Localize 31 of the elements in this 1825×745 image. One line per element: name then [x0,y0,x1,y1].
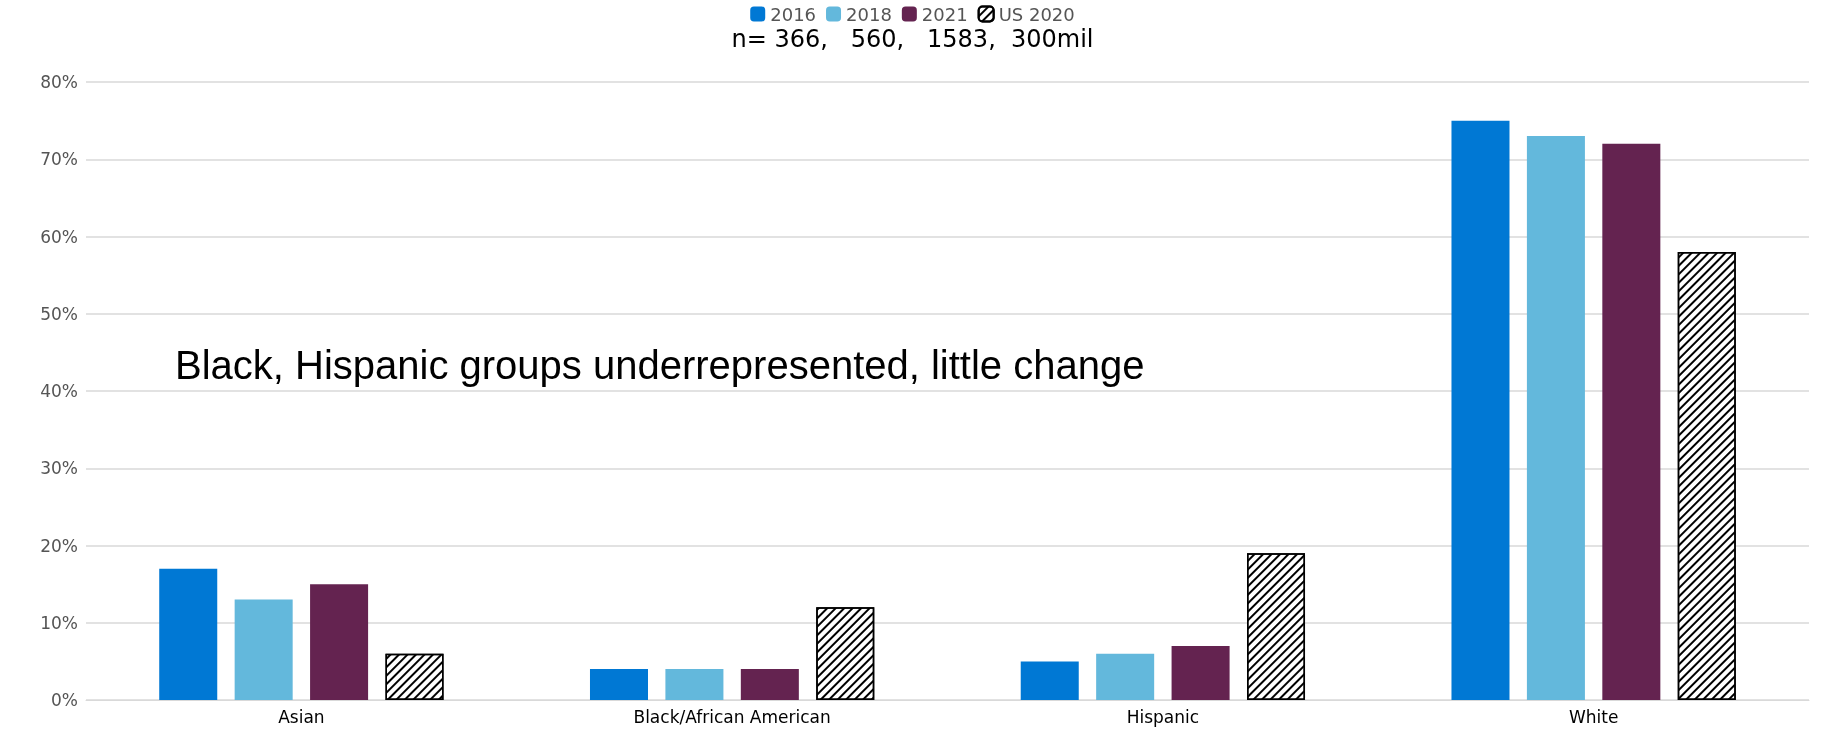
legend-label: US 2020 [998,3,1075,25]
x-tick-label: Hispanic [1126,706,1200,727]
bar [1096,653,1155,700]
y-tick-label: 30% [40,458,78,479]
chart-subtitle: n= 366, 560, 1583, 300mil [731,25,1094,53]
legend-label: 2021 [921,3,968,25]
bar [1451,120,1510,700]
y-tick-label: 0% [51,690,78,710]
bar [665,669,724,700]
bar [1020,661,1079,700]
legend-label: 2018 [846,3,892,25]
y-tick-label: 60% [40,226,78,247]
bar [1171,645,1230,700]
x-tick-label: Black/African American [633,706,831,727]
y-tick-label: 10% [40,612,78,633]
bar [310,584,369,700]
y-tick-label: 70% [40,149,78,170]
y-tick-label: 80% [40,72,78,92]
y-tick-label: 20% [40,535,78,556]
bar [1526,136,1585,700]
annotation: Black, Hispanic groups underrepresented, little change [175,343,1145,387]
y-tick-label: 50% [40,303,78,324]
y-tick-label: 40% [40,381,78,401]
bar [740,669,799,700]
bar [234,599,293,700]
x-tick-label: White [1568,706,1619,727]
legend-label: 2016 [770,3,817,25]
x-tick-label: Asian [278,706,325,727]
bar [589,669,648,700]
bar [159,568,218,700]
bar [1602,143,1661,700]
